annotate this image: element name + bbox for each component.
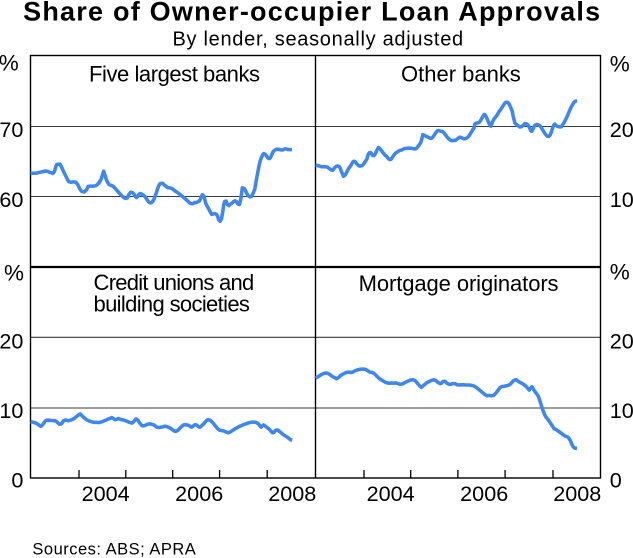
svg-text:60: 60 [0, 187, 23, 212]
svg-text:20: 20 [610, 117, 633, 142]
svg-text:2008: 2008 [553, 481, 601, 506]
svg-text:%: % [610, 260, 630, 285]
svg-text:10: 10 [0, 398, 23, 423]
svg-text:2004: 2004 [367, 481, 415, 506]
svg-text:Other banks: Other banks [401, 62, 521, 87]
svg-text:10: 10 [610, 398, 633, 423]
svg-text:70: 70 [0, 117, 23, 142]
svg-text:%: % [4, 260, 24, 285]
svg-text:Share of Owner-occupier Loan A: Share of Owner-occupier Loan Approvals [23, 0, 600, 27]
svg-text:%: % [610, 52, 630, 77]
svg-text:2004: 2004 [82, 481, 130, 506]
svg-text:Mortgage originators: Mortgage originators [359, 271, 559, 296]
svg-text:0: 0 [610, 468, 622, 493]
svg-text:Five largest banks: Five largest banks [89, 62, 260, 87]
svg-text:2008: 2008 [268, 481, 316, 506]
svg-text:10: 10 [610, 187, 633, 212]
svg-text:By lender, seasonally adjusted: By lender, seasonally adjusted [172, 29, 463, 51]
svg-text:2006: 2006 [460, 481, 508, 506]
svg-text:0: 0 [11, 468, 23, 493]
svg-text:building societies: building societies [94, 291, 250, 316]
svg-text:Credit unions and: Credit unions and [94, 270, 255, 295]
svg-text:2006: 2006 [175, 481, 223, 506]
svg-text:Sources: ABS; APRA: Sources: ABS; APRA [32, 541, 195, 558]
svg-text:20: 20 [610, 329, 633, 354]
svg-text:%: % [0, 51, 19, 76]
svg-text:20: 20 [0, 329, 23, 354]
